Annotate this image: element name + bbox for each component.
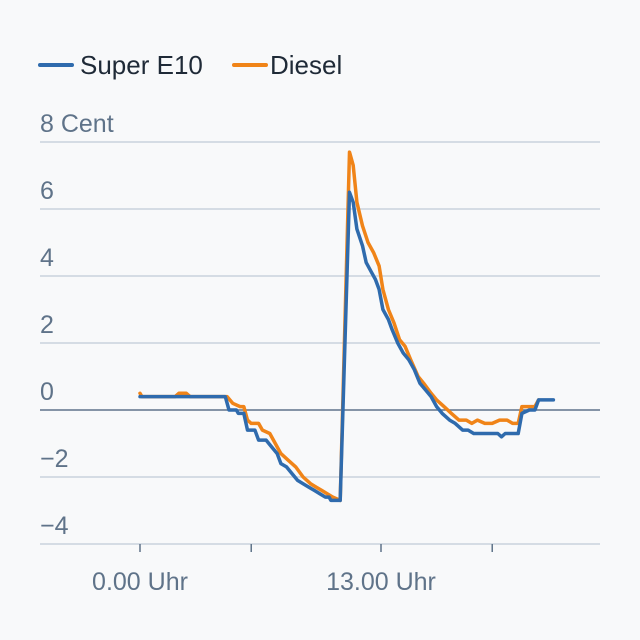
legend-label-super-e10: Super E10 (80, 50, 203, 80)
legend: Super E10 Diesel (38, 50, 342, 80)
y-tick-label-4: 4 (40, 244, 54, 272)
series-line-super-e10 (138, 190, 556, 503)
y-tick-label-0: 0 (40, 378, 54, 406)
grid (40, 141, 600, 545)
y-tick-label-6: 6 (40, 177, 54, 205)
y-tick-label-neg2: −2 (40, 445, 69, 473)
y-tick-label-neg4: −4 (40, 512, 69, 540)
x-tick-label-0: 0.00 Uhr (92, 568, 188, 596)
legend-item-super-e10[interactable]: Super E10 (38, 50, 203, 80)
series-layer (138, 150, 556, 503)
series-line-diesel (138, 150, 541, 503)
legend-label-diesel: Diesel (270, 50, 342, 80)
y-tick-label-8: 8 Cent (40, 110, 114, 138)
x-tick-label-13: 13.00 Uhr (326, 568, 436, 596)
y-tick-label-2: 2 (40, 311, 54, 339)
legend-item-diesel[interactable]: Diesel (232, 50, 342, 80)
y-axis-labels: 8 Cent 6 4 2 0 −2 −4 (40, 110, 114, 540)
x-axis: 0.00 Uhr 13.00 Uhr (92, 544, 493, 596)
